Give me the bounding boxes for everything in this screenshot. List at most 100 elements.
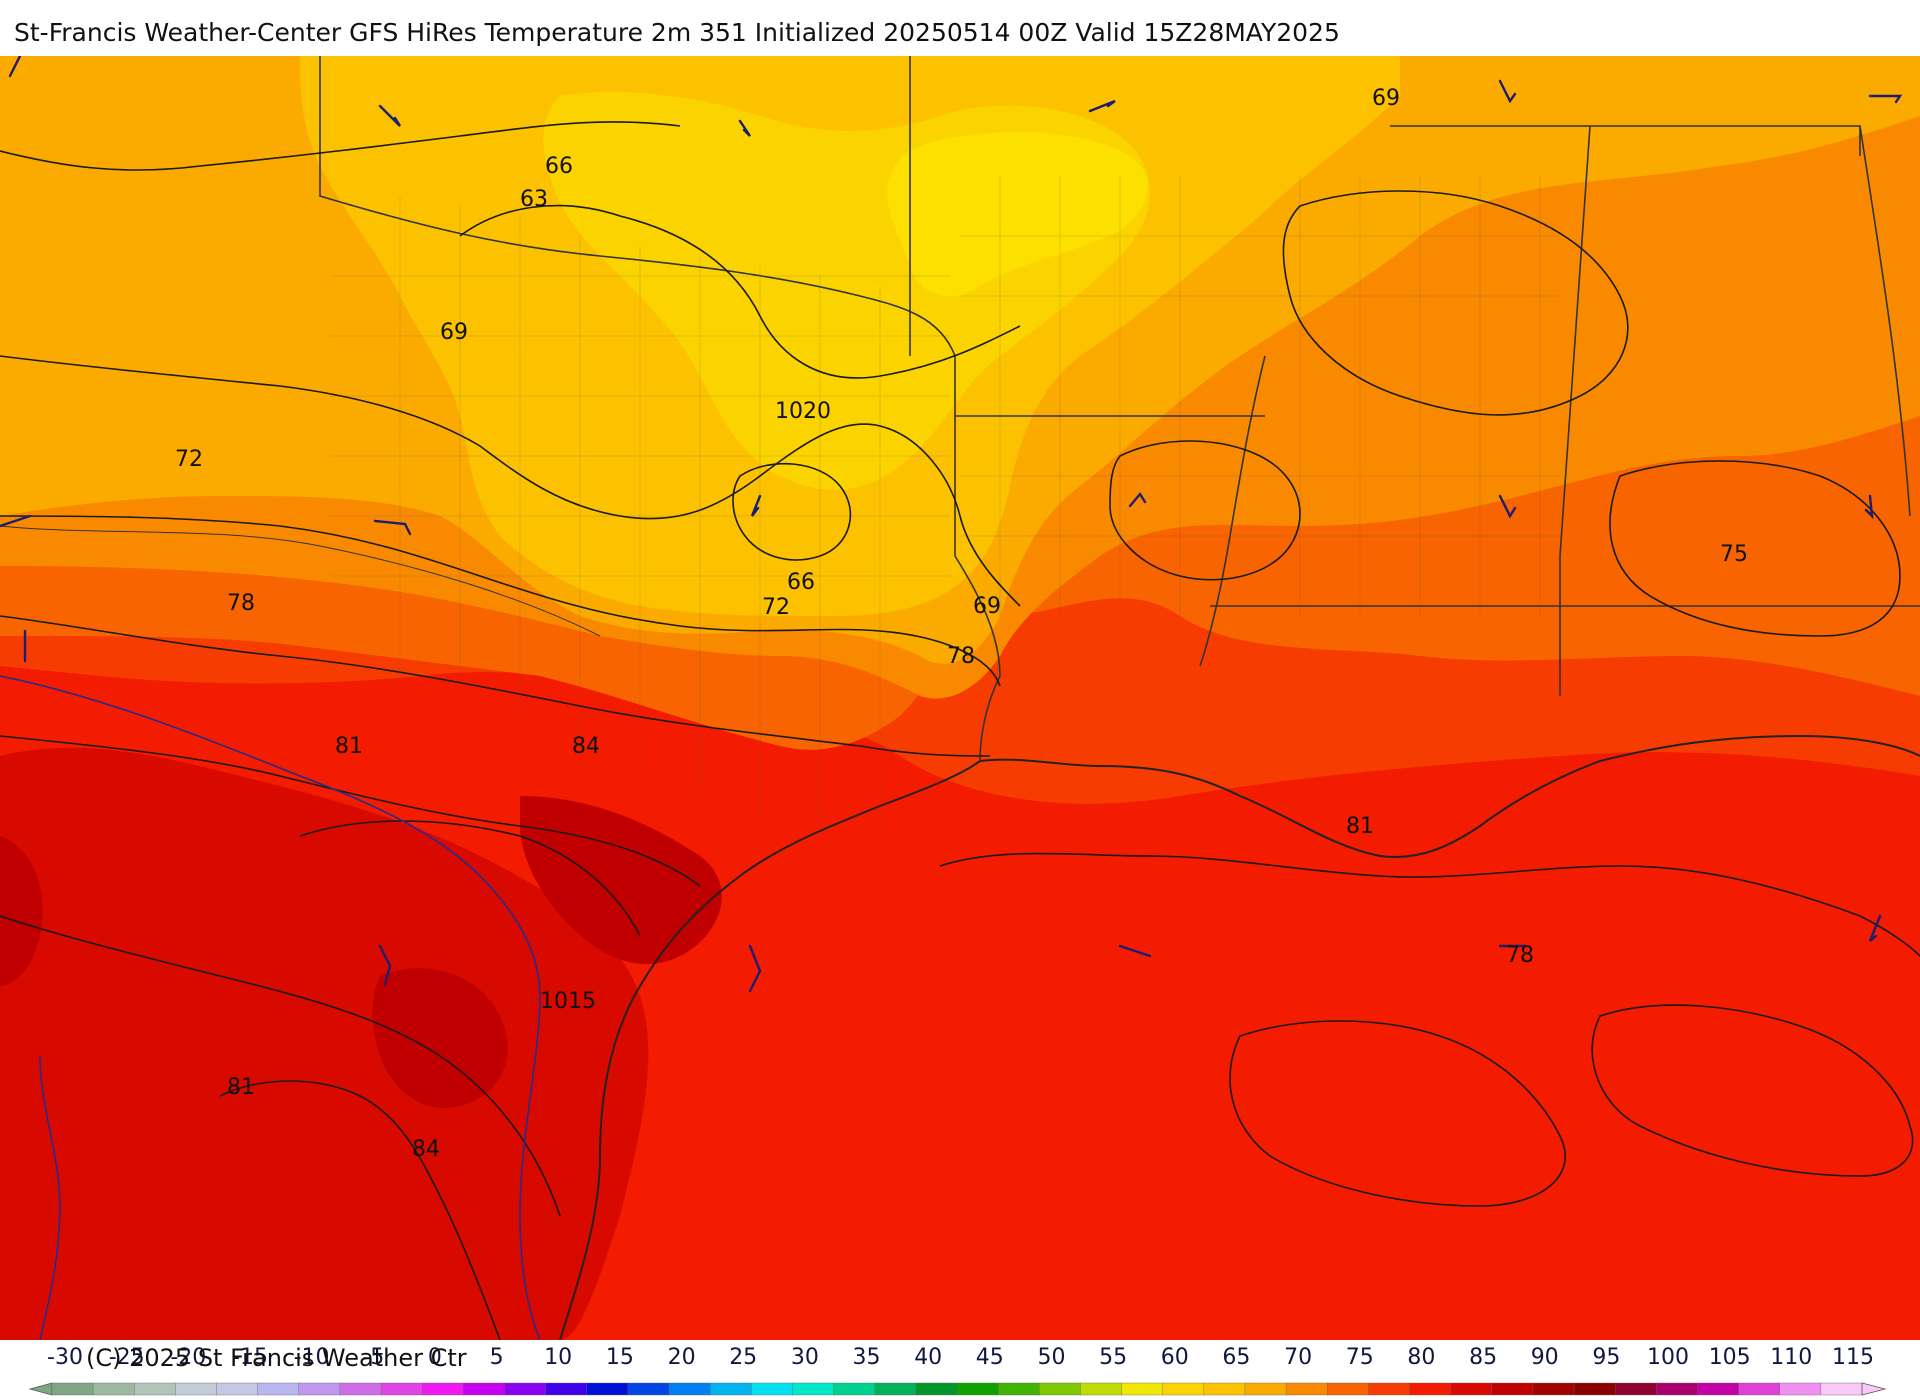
legend-swatch [339,1382,382,1396]
legend-swatch [1203,1382,1246,1396]
contour-label: 78 [947,644,975,669]
contour-label: 81 [1346,814,1374,839]
legend-swatch [1738,1382,1781,1396]
map-title: St-Francis Weather-Center GFS HiRes Temp… [14,18,1340,47]
contour-label: 81 [335,734,363,759]
contour-label: 66 [545,154,573,179]
contour-label: 1015 [540,989,596,1014]
legend-swatch [92,1382,135,1396]
legend-tick-label: 115 [1832,1345,1874,1370]
legend-swatch [833,1382,876,1396]
legend-tick-label: -25 [109,1345,145,1370]
gulf-band [620,844,1920,1340]
legend-swatch [997,1382,1040,1396]
legend-swatch [1697,1382,1740,1396]
legend-tick-label: 65 [1222,1345,1250,1370]
legend-tick-label: -10 [294,1345,330,1370]
legend-tick-label: -5 [362,1345,384,1370]
legend-swatch [1368,1382,1411,1396]
legend-colorbar [28,1382,1887,1396]
contour-label: 63 [520,187,548,212]
legend-swatch [751,1382,794,1396]
state-borders [0,56,1920,762]
coastline [559,734,1920,1340]
contour-label: 78 [1506,943,1534,968]
legend-swatch [1820,1382,1863,1396]
legend-swatch [175,1382,218,1396]
legend-tick-label: -15 [232,1345,268,1370]
legend-swatch [874,1382,917,1396]
legend-swatch [1039,1382,1082,1396]
legend-tick-label: 55 [1099,1345,1127,1370]
contour-label: 81 [227,1075,255,1100]
legend-tick-label: 85 [1469,1345,1497,1370]
contour-label: 69 [973,594,1001,619]
legend-swatch [956,1382,999,1396]
contour-label: 66 [787,570,815,595]
legend-swatch [1244,1382,1287,1396]
legend-arrow-right [1861,1382,1887,1396]
legend-tick-label: 100 [1647,1345,1689,1370]
legend-swatch [1656,1382,1699,1396]
legend-swatch [1779,1382,1822,1396]
legend-swatch [1327,1382,1370,1396]
legend-tick-label: 80 [1407,1345,1435,1370]
legend-swatch [298,1382,341,1396]
legend-ticks: -30 -25 -20 -15 -10 -5 0 5 10 15 20 25 30 35 40 45 50 55 6… [47,1345,1874,1370]
legend-swatch [1162,1382,1205,1396]
isotherm-contours [0,121,1920,1340]
band-90b [372,968,508,1108]
legend-swatch [545,1382,588,1396]
legend-tick-label: 40 [914,1345,942,1370]
legend-swatch [627,1382,670,1396]
legend-arrow-left [28,1382,53,1396]
band-90c [0,836,43,986]
color-legend: -30 -25 -20 -15 -10 -5 0 5 10 15 20 25 30 35 40 45 50 55 6… [0,1340,1920,1400]
legend-tick-label: 5 [490,1345,504,1370]
legend-swatch [1450,1382,1493,1396]
legend-tick-label: 50 [1038,1345,1066,1370]
contour-label: 84 [412,1137,440,1162]
legend-tick-label: 25 [729,1345,757,1370]
legend-tick-label: 105 [1709,1345,1751,1370]
legend-swatch [463,1382,506,1396]
legend-swatch [380,1382,423,1396]
contour-label: 69 [440,320,468,345]
contour-label: 69 [1372,86,1400,111]
contour-label: 72 [175,447,203,472]
legend-tick-label: 35 [853,1345,881,1370]
legend-tick-label: 60 [1161,1345,1189,1370]
band-87 [0,747,649,1340]
pressure-contours [0,675,541,1340]
legend-tick-label: 90 [1531,1345,1559,1370]
band-60 [887,132,1148,297]
legend-swatch [1409,1382,1452,1396]
legend-swatch [134,1382,177,1396]
legend-tick-label: 45 [976,1345,1004,1370]
legend-swatch [792,1382,835,1396]
legend-swatch [1121,1382,1164,1396]
legend-swatch [1080,1382,1123,1396]
contour-label: 78 [227,591,255,616]
legend-tick-label: 110 [1770,1345,1812,1370]
contour-label: 1020 [775,399,831,424]
legend-swatch [1532,1382,1575,1396]
legend-swatch [1285,1382,1328,1396]
legend-tick-label: -30 [47,1345,83,1370]
legend-swatch [257,1382,300,1396]
legend-swatch [51,1382,94,1396]
county-grid [330,176,1560,836]
legend-swatch [915,1382,958,1396]
legend-swatch [709,1382,753,1396]
legend-tick-label: 70 [1284,1345,1312,1370]
temperature-map: 66 63 69 72 1020 66 72 69 78 78 81 84 10… [0,56,1920,1340]
legend-swatch [504,1382,547,1396]
title-bar: St-Francis Weather-Center GFS HiRes Temp… [0,0,1920,57]
legend-tick-label: 95 [1592,1345,1620,1370]
legend-tick-label: 10 [544,1345,572,1370]
legend-swatch [1491,1382,1534,1396]
contour-label: 72 [762,595,790,620]
legend-swatch [1614,1382,1658,1396]
legend-tick-label: 75 [1346,1345,1374,1370]
legend-swatch [216,1382,259,1396]
